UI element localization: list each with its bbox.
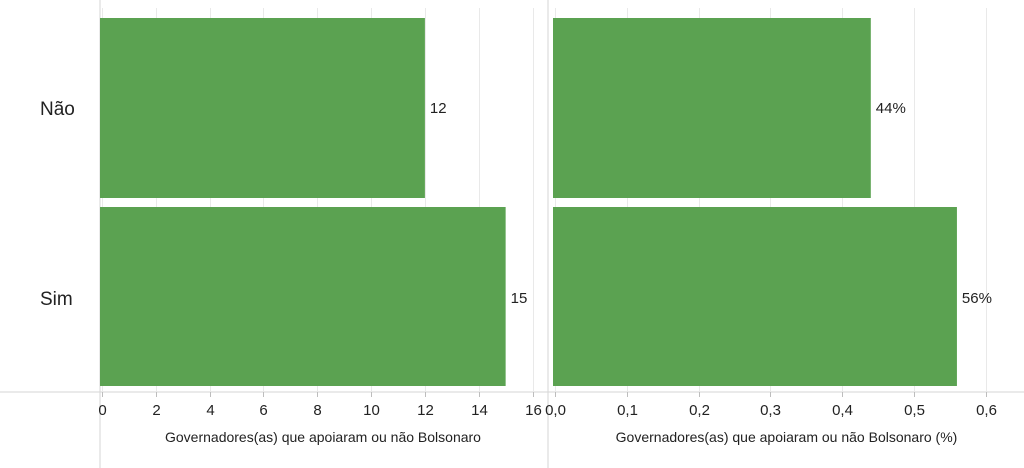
- x-tick-label: 4: [206, 402, 214, 419]
- category-label: Não: [40, 99, 75, 120]
- x-tick-label: 0,6: [976, 402, 997, 419]
- x-tick-label: 12: [417, 402, 434, 419]
- x-tick-label: 0: [98, 402, 106, 419]
- data-label: 56%: [962, 290, 992, 307]
- x-tick-label: 10: [363, 402, 380, 419]
- x-tick-label: 0,4: [832, 402, 853, 419]
- data-label: 12: [430, 100, 447, 117]
- x-tick-label: 0,0: [545, 402, 566, 419]
- x-tick-label: 14: [471, 402, 488, 419]
- x-tick-label: 0,2: [689, 402, 710, 419]
- x-tick-label: 2: [152, 402, 160, 419]
- x-tick-label: 0,3: [760, 402, 781, 419]
- data-label: 15: [511, 290, 528, 307]
- x-tick-label: 0,5: [904, 402, 925, 419]
- bar: [553, 207, 957, 386]
- x-axis-title: Governadores(as) que apoiaram ou não Bol…: [616, 429, 958, 445]
- data-label: 44%: [876, 100, 906, 117]
- bar: [100, 207, 506, 386]
- x-tick-label: 6: [259, 402, 267, 419]
- x-tick-label: 0,1: [617, 402, 638, 419]
- x-axis-title: Governadores(as) que apoiaram ou não Bol…: [165, 429, 481, 445]
- x-tick-label: 8: [313, 402, 321, 419]
- bar: [100, 18, 425, 198]
- bar: [553, 18, 871, 198]
- x-tick-label: 16: [525, 402, 542, 419]
- category-label: Sim: [40, 289, 73, 310]
